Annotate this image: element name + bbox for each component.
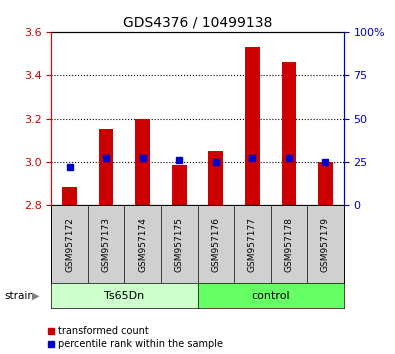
Bar [172, 165, 186, 205]
Text: ▶: ▶ [32, 291, 39, 301]
Title: GDS4376 / 10499138: GDS4376 / 10499138 [123, 15, 272, 29]
Text: GSM957175: GSM957175 [175, 217, 184, 272]
Text: GSM957178: GSM957178 [284, 217, 293, 272]
Bar [282, 62, 296, 205]
Bar [318, 162, 333, 205]
Bar [245, 47, 260, 205]
Bar [209, 151, 223, 205]
Bar [99, 130, 113, 205]
Text: GSM957173: GSM957173 [102, 217, 111, 272]
Text: GSM957179: GSM957179 [321, 217, 330, 272]
Text: GSM957172: GSM957172 [65, 217, 74, 272]
Bar [62, 187, 77, 205]
Text: GSM957174: GSM957174 [138, 217, 147, 272]
Text: strain: strain [4, 291, 34, 301]
Text: control: control [251, 291, 290, 301]
Text: GSM957176: GSM957176 [211, 217, 220, 272]
Bar [135, 119, 150, 205]
Legend: transformed count, percentile rank within the sample: transformed count, percentile rank withi… [48, 326, 223, 349]
Text: GSM957177: GSM957177 [248, 217, 257, 272]
Text: Ts65Dn: Ts65Dn [104, 291, 145, 301]
